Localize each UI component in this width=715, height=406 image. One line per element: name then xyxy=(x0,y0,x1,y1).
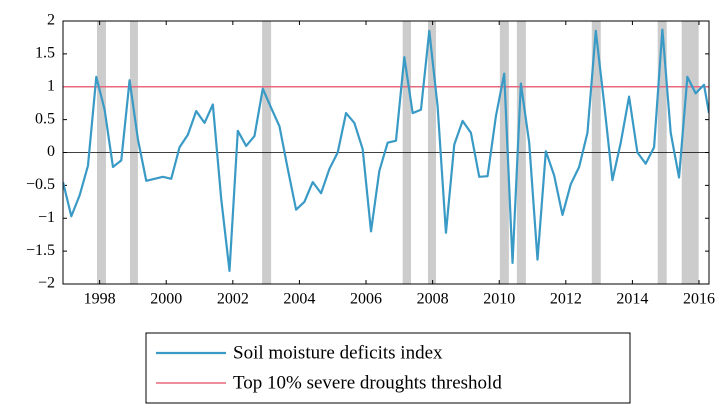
legend-label: Top 10% severe droughts threshold xyxy=(233,372,502,393)
x-tick-label: 1998 xyxy=(84,291,116,308)
x-tick-label: 2016 xyxy=(683,291,715,308)
x-tick-label: 2002 xyxy=(217,291,249,308)
plot-frame xyxy=(62,20,710,285)
x-tick-label: 2012 xyxy=(550,291,582,308)
y-tick-label: −1 xyxy=(38,209,55,226)
legend-box xyxy=(145,332,631,404)
x-tick-label: 2000 xyxy=(150,291,182,308)
plot-lines xyxy=(63,28,709,272)
x-tick-label: 2014 xyxy=(616,291,648,308)
data-line xyxy=(63,28,709,272)
axes: −2 −1.5 −1 −0.5 0 0.5 1 1.5 2 1998 2000 2002 2004 200… xyxy=(26,12,715,308)
legend-label: Soil moisture deficits index xyxy=(233,342,443,363)
x-tick-label: 2004 xyxy=(283,291,315,308)
y-tick-label: 1.5 xyxy=(35,45,55,62)
y-tick-label: −2 xyxy=(38,275,55,292)
y-tick-label: 1 xyxy=(47,77,55,94)
y-tick-label: −1.5 xyxy=(26,242,55,259)
y-tick-label: −0.5 xyxy=(26,176,55,193)
y-tick-label: 0.5 xyxy=(35,110,55,127)
x-tick-label: 2010 xyxy=(483,291,515,308)
x-tick-label: 2008 xyxy=(417,291,449,308)
y-tick-label: 2 xyxy=(47,12,55,29)
y-tick-label: 0 xyxy=(47,143,55,160)
x-tick-label: 2006 xyxy=(350,291,382,308)
